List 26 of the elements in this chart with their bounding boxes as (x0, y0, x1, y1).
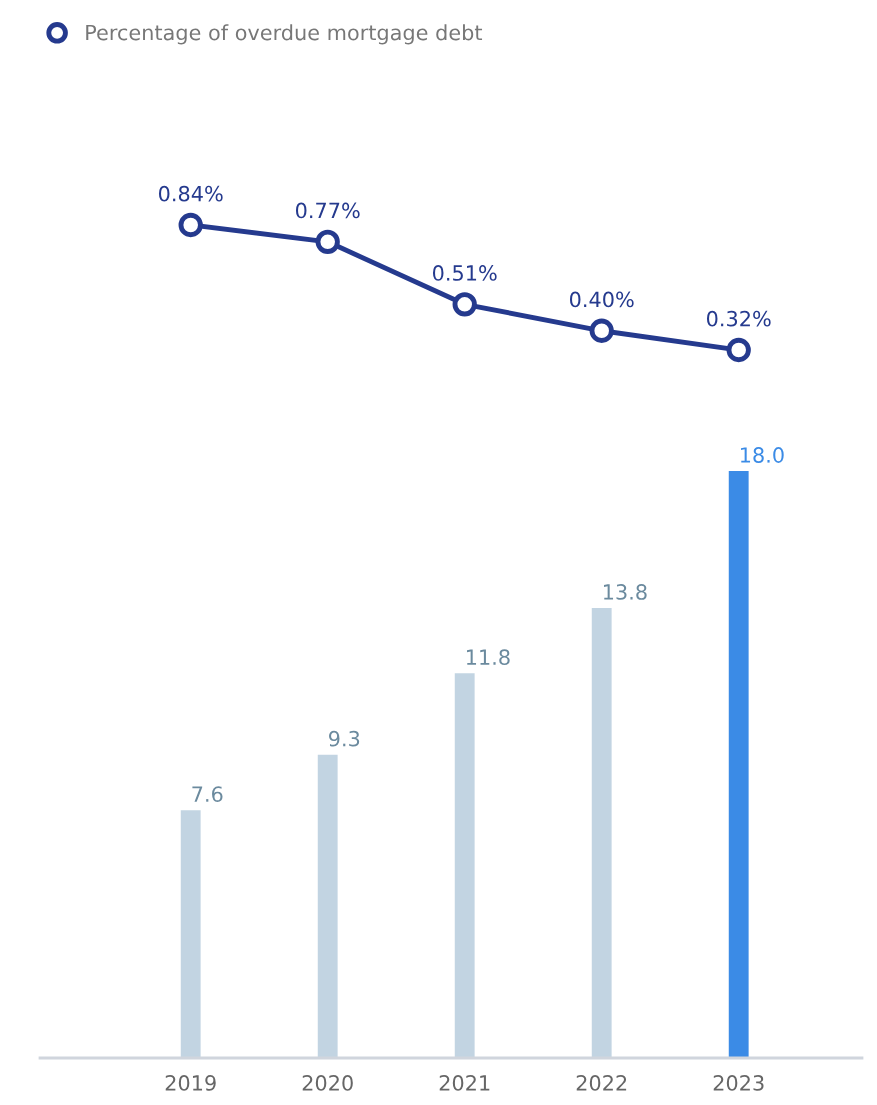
point (589, 318, 614, 343)
point (178, 212, 203, 238)
data-label: 0.84% (158, 185, 223, 202)
x-tick-label: 2021 (439, 1075, 490, 1091)
bar (454, 673, 475, 1058)
data-label: 0.51% (432, 265, 497, 281)
data-label: 0.77% (295, 202, 360, 219)
bar (180, 810, 201, 1058)
point (452, 292, 477, 317)
x-tick-label: 2022 (576, 1075, 627, 1091)
bar (591, 608, 612, 1058)
bar (317, 754, 338, 1058)
x-tick-label: 2020 (302, 1075, 353, 1091)
point (315, 229, 340, 254)
x-tick-label: 2019 (165, 1075, 216, 1091)
data-label: 0.40% (569, 291, 634, 308)
bar (728, 471, 749, 1058)
data-label: 9.3 (329, 730, 360, 747)
data-label: 13.8 (603, 584, 647, 600)
data-label: 18.0 (740, 447, 784, 463)
point (726, 337, 751, 363)
data-label: 7.6 (192, 786, 223, 802)
data-label: 11.8 (466, 649, 510, 666)
x-tick-label: 2023 (713, 1075, 764, 1091)
legend-label: Percentage of overdue mortgage debt (86, 24, 483, 45)
data-label: 0.32% (706, 310, 771, 327)
